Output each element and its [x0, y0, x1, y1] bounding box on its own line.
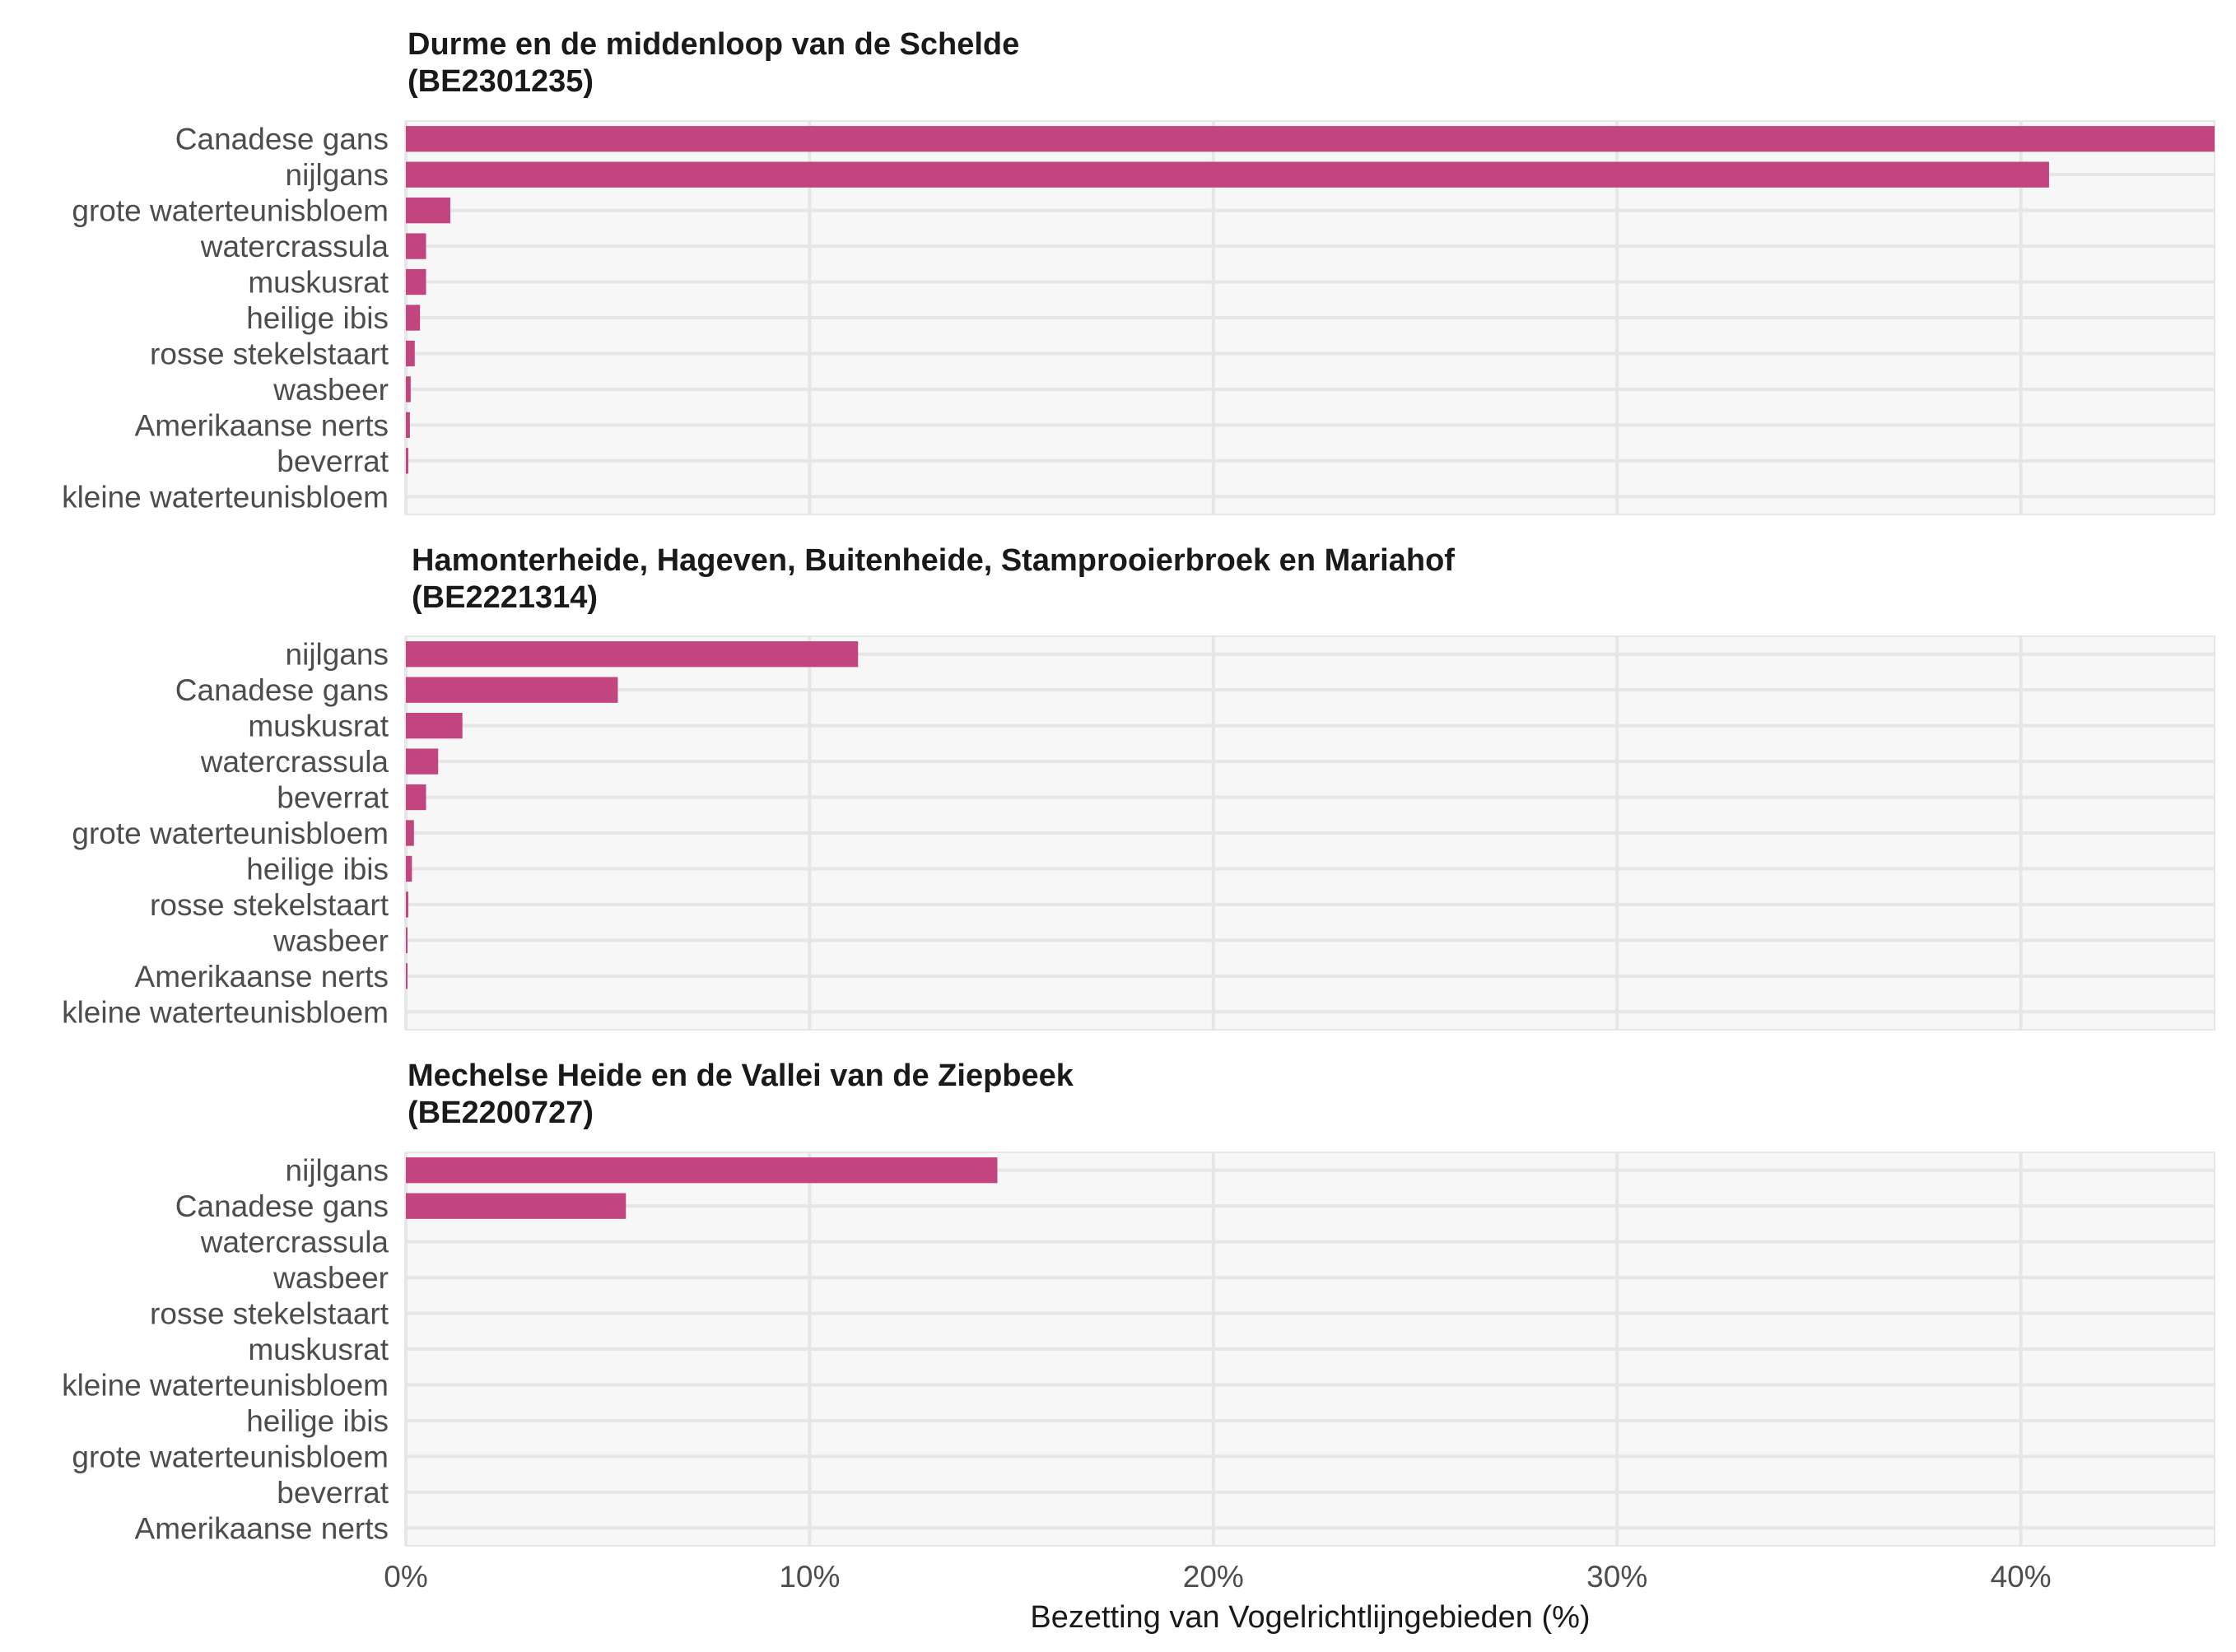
category-label: nijlgans: [286, 1154, 389, 1188]
bar: [406, 784, 426, 811]
bar: [406, 712, 463, 739]
bar: [406, 748, 439, 775]
category-label: watercrassula: [200, 745, 389, 779]
category-label: wasbeer: [273, 373, 389, 407]
panel-title: Durme en de middenloop van de Schelde: [408, 27, 1019, 62]
category-label: Canadese gans: [175, 1189, 389, 1223]
category-label: heilige ibis: [246, 1404, 389, 1438]
x-tick-label: 10%: [779, 1560, 840, 1594]
category-label: muskusrat: [248, 1333, 389, 1366]
x-tick-label: 0%: [384, 1560, 427, 1594]
category-label: watercrassula: [200, 1226, 389, 1259]
category-label: rosse stekelstaart: [150, 888, 389, 922]
panel-title: Hamonterheide, Hageven, Buitenheide, Sta…: [412, 543, 1455, 578]
bar: [406, 305, 421, 331]
bar: [406, 855, 412, 882]
category-label: rosse stekelstaart: [150, 337, 389, 370]
category-label: muskusrat: [248, 266, 389, 300]
category-label: wasbeer: [273, 1261, 389, 1295]
category-label: muskusrat: [248, 710, 389, 743]
bar: [406, 340, 415, 367]
x-tick-label: 40%: [1991, 1560, 2052, 1594]
x-axis-title: Bezetting van Vogelrichtlijngebieden (%): [1030, 1600, 1590, 1635]
category-label: heilige ibis: [246, 852, 389, 886]
category-label: grote waterteunisbloem: [72, 194, 389, 228]
category-label: Amerikaanse nerts: [135, 960, 389, 994]
panel-title: Mechelse Heide en de Vallei van de Ziepb…: [408, 1059, 1074, 1093]
bar: [406, 820, 414, 846]
category-label: heilige ibis: [246, 301, 389, 335]
category-label: beverrat: [277, 781, 389, 815]
x-tick-label: 30%: [1586, 1560, 1647, 1594]
category-label: Canadese gans: [175, 123, 389, 156]
category-label: kleine waterteunisbloem: [62, 480, 389, 514]
bar: [406, 963, 408, 989]
category-label: Amerikaanse nerts: [135, 1511, 389, 1545]
category-label: nijlgans: [286, 158, 389, 192]
x-tick-label: 20%: [1183, 1560, 1244, 1594]
category-label: kleine waterteunisbloem: [62, 1368, 389, 1402]
bar: [406, 268, 426, 295]
category-label: Amerikaanse nerts: [135, 408, 389, 442]
category-label: beverrat: [277, 1476, 389, 1510]
bar: [406, 126, 2215, 152]
category-label: kleine waterteunisbloem: [62, 995, 389, 1029]
bar: [406, 1193, 627, 1219]
bar: [406, 161, 2049, 188]
panel-subtitle: (BE2221314): [412, 580, 598, 615]
bar: [406, 927, 408, 954]
bar: [406, 376, 411, 403]
bar: [406, 197, 450, 224]
category-label: beverrat: [277, 444, 389, 478]
category-label: grote waterteunisbloem: [72, 817, 389, 850]
panel-subtitle: (BE2200727): [408, 1096, 594, 1130]
bar: [406, 412, 410, 439]
panel-subtitle: (BE2301235): [408, 64, 594, 99]
bar: [406, 233, 426, 259]
category-label: rosse stekelstaart: [150, 1297, 389, 1331]
bar: [406, 677, 618, 703]
category-label: Canadese gans: [175, 673, 389, 707]
bar: [406, 641, 859, 668]
category-label: wasbeer: [273, 924, 389, 957]
bar: [406, 448, 408, 474]
category-label: grote waterteunisbloem: [72, 1440, 389, 1473]
category-label: watercrassula: [200, 230, 389, 263]
bar: [406, 1157, 998, 1184]
category-label: nijlgans: [286, 638, 389, 672]
bar: [406, 891, 408, 918]
